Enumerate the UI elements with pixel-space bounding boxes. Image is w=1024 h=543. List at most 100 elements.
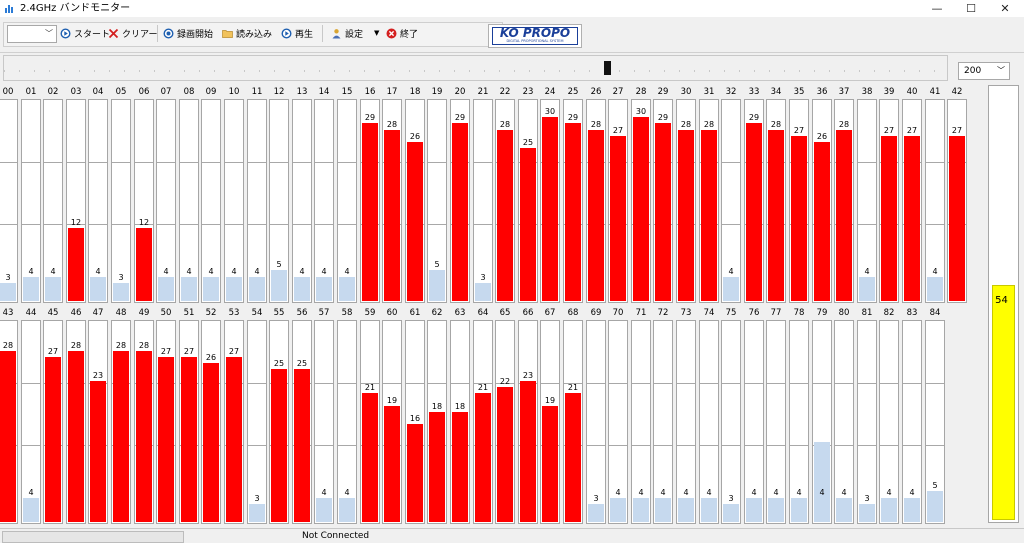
channel-bar xyxy=(294,277,310,301)
channel-bar-box: 18 xyxy=(427,320,447,524)
channel-bar xyxy=(520,381,536,522)
channel-bar xyxy=(316,498,332,522)
channel-bar xyxy=(701,130,717,301)
channel-value: 4 xyxy=(638,488,644,497)
channel-value: 29 xyxy=(364,113,376,122)
channel-value: 4 xyxy=(751,488,757,497)
channel-bar-box: 25 xyxy=(292,320,312,524)
channel-bar xyxy=(746,123,762,301)
gridline xyxy=(202,224,220,225)
channel-value: 3 xyxy=(480,273,486,282)
channel-value: 4 xyxy=(254,267,260,276)
channel-value: 28 xyxy=(703,120,715,129)
channel-bar xyxy=(181,357,197,522)
channel-bar-box: 29 xyxy=(563,99,583,303)
device-combo[interactable]: ﹀ xyxy=(7,25,57,43)
channel-bar xyxy=(45,277,61,301)
settings-dropdown-button[interactable]: ▼ xyxy=(374,26,379,40)
channel-bar xyxy=(158,277,174,301)
gridline xyxy=(587,383,605,384)
channel-value: 3 xyxy=(593,494,599,503)
gridline xyxy=(880,445,898,446)
channel-label: 71 xyxy=(635,308,647,318)
settings-button[interactable]: 設定 xyxy=(331,26,363,40)
channel-bar xyxy=(836,498,852,522)
channel-label: 53 xyxy=(228,308,240,318)
close-button[interactable]: ✕ xyxy=(1000,2,1010,15)
channel-bar xyxy=(452,123,468,301)
maximize-button[interactable]: ☐ xyxy=(966,2,976,15)
channel-bar-box: 4 xyxy=(314,99,334,303)
gridline xyxy=(722,383,740,384)
gridline xyxy=(835,445,853,446)
slider-thumb[interactable] xyxy=(603,61,611,75)
zoom-select[interactable]: 200 ﹀ xyxy=(958,62,1010,80)
channel-bar-box: 29 xyxy=(450,99,470,303)
settings-label: 設定 xyxy=(345,29,364,40)
channel-bar xyxy=(768,130,784,301)
gridline xyxy=(428,224,446,225)
channel-bar xyxy=(0,351,16,522)
channel-bar-box: 4 xyxy=(631,320,651,524)
channel-bar-box: 12 xyxy=(134,99,154,303)
minimize-button[interactable]: — xyxy=(931,2,943,15)
channel-value: 4 xyxy=(932,267,938,276)
channel-bar xyxy=(475,393,491,522)
channel-label: 61 xyxy=(409,308,421,318)
channel-bar xyxy=(249,277,265,301)
channel-bar xyxy=(339,277,355,301)
channel-bar xyxy=(927,491,943,522)
channel-value: 30 xyxy=(635,107,647,116)
exit-button[interactable]: 終了 xyxy=(386,26,418,40)
gridline xyxy=(564,383,582,384)
channel-label: 06 xyxy=(138,87,150,97)
exit-label: 終了 xyxy=(400,29,419,40)
gridline xyxy=(835,383,853,384)
channel-value: 4 xyxy=(28,488,34,497)
channel-value: 16 xyxy=(409,414,421,423)
gridline xyxy=(67,224,85,225)
channel-bar xyxy=(384,130,400,301)
channel-bar xyxy=(23,498,39,522)
play-button[interactable]: 再生 xyxy=(281,26,313,40)
clear-x-icon xyxy=(108,28,119,38)
channel-value: 21 xyxy=(477,383,489,392)
gridline xyxy=(180,224,198,225)
channel-value: 4 xyxy=(841,488,847,497)
channel-bar-box: 26 xyxy=(405,99,425,303)
start-button[interactable]: スタート xyxy=(60,26,110,40)
clear-button[interactable]: クリアー xyxy=(108,26,157,40)
channel-label: 10 xyxy=(228,87,240,97)
channel-bar-box: 4 xyxy=(179,99,199,303)
gridline xyxy=(496,383,514,384)
settings-person-icon xyxy=(332,28,341,38)
channel-label: 01 xyxy=(25,87,37,97)
gridline xyxy=(225,162,243,163)
gridline xyxy=(89,224,107,225)
channel-value: 12 xyxy=(138,218,150,227)
channel-bar-box: 23 xyxy=(518,320,538,524)
channel-bar-box: 5 xyxy=(427,99,447,303)
gridline xyxy=(135,224,153,225)
load-button[interactable]: 読み込み xyxy=(222,26,272,40)
channel-bar xyxy=(949,136,965,301)
channel-value: 3 xyxy=(728,494,734,503)
channel-bar xyxy=(181,277,197,301)
channel-value: 28 xyxy=(770,120,782,129)
channel-bar-box: 28 xyxy=(834,99,854,303)
channel-bar-box: 4 xyxy=(676,320,696,524)
channel-value: 4 xyxy=(819,488,825,497)
channel-value: 5 xyxy=(434,260,440,269)
channel-bar xyxy=(678,130,694,301)
channel-bar xyxy=(249,504,265,522)
channel-bar xyxy=(452,412,468,522)
playback-slider[interactable] xyxy=(3,55,948,81)
channel-value: 28 xyxy=(70,341,82,350)
channel-bar xyxy=(768,498,784,522)
channel-bar-box: 4 xyxy=(925,99,945,303)
channel-bar-box: 4 xyxy=(879,320,899,524)
record-button[interactable]: 録画開始 xyxy=(163,26,213,40)
channel-bar xyxy=(814,142,830,301)
gridline xyxy=(587,445,605,446)
channel-label: 27 xyxy=(612,87,624,97)
